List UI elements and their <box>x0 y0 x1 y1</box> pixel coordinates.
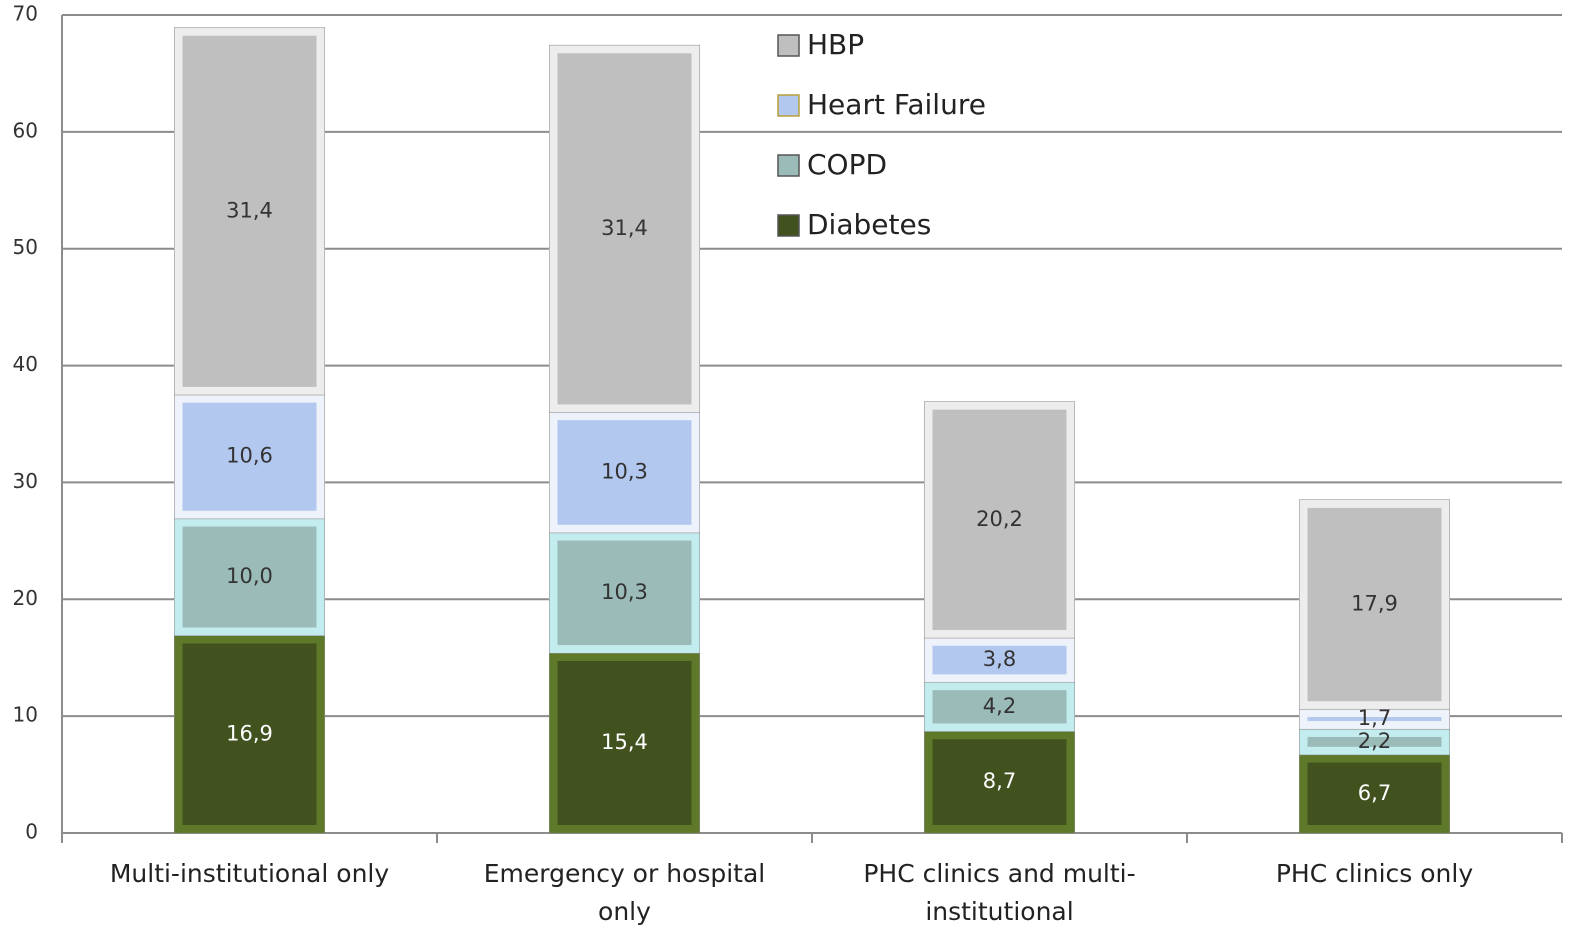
x-label-box: PHC clinics only <box>1275 859 1474 888</box>
value-label: 10,6 <box>226 444 273 468</box>
value-label: 4,2 <box>983 694 1016 718</box>
y-tick-label: 40 <box>13 352 38 376</box>
value-label: 20,2 <box>976 507 1023 531</box>
x-label-box: Multi-institutional only <box>109 859 390 888</box>
y-tick-label: 50 <box>13 235 38 259</box>
value-label: 10,0 <box>226 564 273 588</box>
y-tick-label: 10 <box>13 703 38 727</box>
value-label: 3,8 <box>983 647 1016 671</box>
bar-segment-inner <box>1307 717 1442 721</box>
value-label: 17,9 <box>1351 592 1398 616</box>
y-tick-label: 20 <box>13 586 38 610</box>
value-label: 10,3 <box>601 459 648 483</box>
bar-segment-inner <box>182 402 317 511</box>
legend-swatch <box>777 154 800 177</box>
value-label: 6,7 <box>1358 781 1391 805</box>
legend-swatch <box>777 214 800 237</box>
bar-segment-inner <box>932 690 1067 724</box>
bar-segment-inner <box>182 526 317 628</box>
x-label-box: PHC clinics and multi-institutional <box>863 859 1136 926</box>
bar-segment-inner <box>182 643 317 825</box>
legend-label: COPD <box>807 148 887 181</box>
value-label: 31,4 <box>601 216 648 240</box>
value-label: 16,9 <box>226 721 273 745</box>
y-tick-label: 60 <box>13 118 38 142</box>
value-label: 1,7 <box>1358 706 1391 730</box>
bar-segment-inner <box>1307 736 1442 747</box>
bar-segment-inner <box>557 540 692 646</box>
legend-label: Heart Failure <box>807 88 986 121</box>
value-label: 10,3 <box>601 580 648 604</box>
x-tick-label: Multi-institutional only <box>109 859 390 888</box>
x-tick-label: Emergency or hospital only <box>483 859 766 926</box>
legend-swatch <box>777 34 800 57</box>
x-label-box: Emergency or hospital only <box>483 859 766 926</box>
bar-segment-inner <box>557 53 692 405</box>
bar-segment-inner <box>932 739 1067 825</box>
bar-segment-inner <box>1307 507 1442 702</box>
y-tick-label: 70 <box>13 2 38 26</box>
bar-segment-inner <box>932 409 1067 630</box>
value-label: 31,4 <box>226 198 273 222</box>
legend-label: Diabetes <box>807 208 931 241</box>
bar-segment-inner <box>557 661 692 825</box>
value-label: 15,4 <box>601 730 648 754</box>
bar-segment-inner <box>1307 762 1442 825</box>
legend-label: HBP <box>807 28 864 61</box>
x-tick-label: PHC clinics only <box>1275 859 1474 888</box>
x-tick-label: PHC clinics and multi-institutional <box>863 859 1136 926</box>
value-label: 2,2 <box>1358 729 1391 753</box>
value-label: 8,7 <box>983 769 1016 793</box>
y-tick-label: 30 <box>13 469 38 493</box>
bar-segment-inner <box>182 35 317 387</box>
legend-swatch <box>777 94 800 117</box>
bar-segment-inner <box>932 645 1067 675</box>
bar-segment-inner <box>557 420 692 525</box>
y-tick-label: 0 <box>25 820 38 844</box>
